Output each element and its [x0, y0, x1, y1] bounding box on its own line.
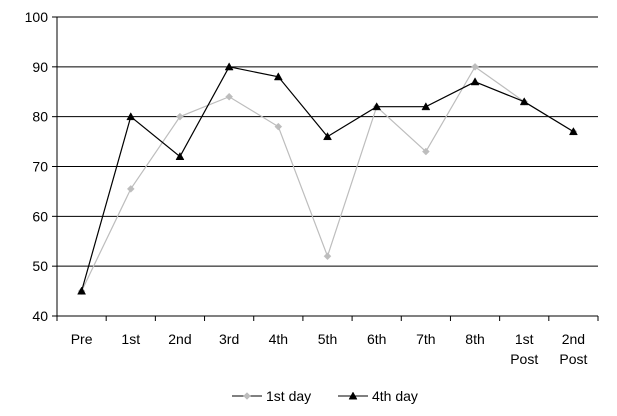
data-point-1st-day [422, 147, 430, 156]
series-4th-day [77, 62, 578, 295]
data-point-4th-day [175, 152, 185, 160]
data-point-1st-day [274, 122, 283, 131]
x-tick-label: 7th [416, 331, 435, 347]
data-point-1st-day [126, 185, 135, 193]
series-1st-day [77, 62, 578, 295]
series-layer [77, 62, 578, 295]
x-tick-label: 1st Post [510, 331, 538, 367]
data-point-4th-day [126, 112, 136, 121]
data-point-4th-day [273, 72, 283, 81]
legend-label: 1st day [266, 388, 311, 404]
data-point-4th-day [224, 62, 234, 71]
data-point-1st-day [323, 252, 332, 261]
x-tick-label: 1st [121, 331, 140, 347]
legend: 1st day 4th day [232, 388, 418, 404]
legend-item-1st-day: 1st day [232, 388, 311, 404]
x-tick-label: 8th [465, 331, 484, 347]
x-tick-label: 2nd Post [559, 331, 587, 367]
data-point-1st-day [176, 112, 184, 121]
x-tick-label: 4th [269, 331, 288, 347]
axes-layer [52, 16, 599, 321]
y-tick-label: 40 [32, 308, 48, 324]
data-point-4th-day [421, 102, 431, 111]
x-tick-label: 2nd [168, 331, 191, 347]
legend-marker-1st-day [243, 392, 251, 400]
data-point-1st-day [471, 62, 479, 71]
data-point-4th-day [323, 132, 332, 141]
y-tick-label: 80 [32, 109, 48, 125]
y-tick-label: 70 [32, 159, 48, 175]
x-tick-label: 3rd [219, 331, 239, 347]
data-point-4th-day [470, 77, 480, 86]
y-tick-label: 50 [32, 258, 48, 274]
data-point-4th-day [372, 102, 382, 111]
grid-layer [57, 16, 598, 317]
legend-label: 4th day [372, 388, 418, 404]
y-tick-label: 90 [32, 59, 48, 75]
labels-layer: 40 50 60 70 80 90 100 Pre 1st 2nd 3rd 4th 5th 6th 7th 8… [25, 9, 588, 367]
x-tick-label: Pre [71, 331, 93, 347]
legend-marker-4th-day [348, 391, 358, 400]
data-point-1st-day [225, 92, 233, 101]
y-tick-label: 100 [25, 9, 49, 25]
y-tick-label: 60 [32, 208, 48, 224]
x-tick-label: 5th [318, 331, 337, 347]
legend-item-4th-day: 4th day [338, 388, 418, 404]
x-tick-label: 6th [367, 331, 386, 347]
data-point-4th-day [77, 286, 87, 295]
data-point-4th-day [568, 127, 578, 136]
data-point-4th-day [519, 97, 529, 106]
